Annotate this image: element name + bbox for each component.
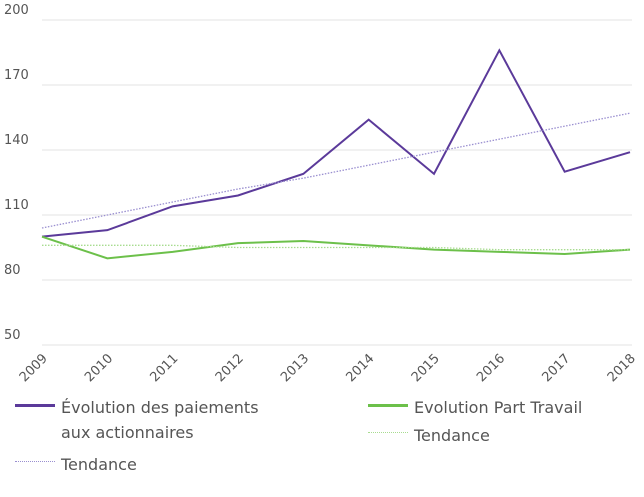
plot: 50 80 110 140 170 200 2009 2010 2011 2012 2013 2014… <box>4 3 639 385</box>
legend-label: Évolution des paiements aux actionnaires <box>61 398 259 442</box>
x-tick-label: 2012 <box>213 351 247 385</box>
x-tick-label: 2018 <box>605 351 639 385</box>
y-tick-label: 140 <box>4 133 29 148</box>
series-line <box>41 48 631 238</box>
legend-label: Tendance <box>61 455 137 474</box>
series-line <box>41 112 631 229</box>
legend-swatch <box>15 404 55 407</box>
y-tick-label: 200 <box>4 3 29 18</box>
x-tick-label: 2014 <box>343 351 377 385</box>
legend-swatch <box>15 461 55 462</box>
y-tick-label: 80 <box>4 263 21 278</box>
x-tick-label: 2010 <box>82 351 116 385</box>
series-line <box>42 244 630 251</box>
legend-swatch <box>368 432 408 433</box>
x-tick-label: 2015 <box>409 351 443 385</box>
y-tick-label: 50 <box>4 328 21 343</box>
x-tick-label: 2011 <box>147 351 181 385</box>
x-tick-label: 2017 <box>539 351 573 385</box>
x-tick-label: 2013 <box>278 351 312 385</box>
legend-label: Tendance <box>414 426 490 445</box>
y-tick-label: 170 <box>4 68 29 83</box>
legend-label: Evolution Part Travail <box>414 398 583 417</box>
y-tick-label: 110 <box>4 198 29 213</box>
x-tick-label: 2009 <box>17 351 51 385</box>
legend-swatch <box>368 404 408 407</box>
x-tick-label: 2016 <box>474 351 508 385</box>
series-line <box>41 235 631 260</box>
